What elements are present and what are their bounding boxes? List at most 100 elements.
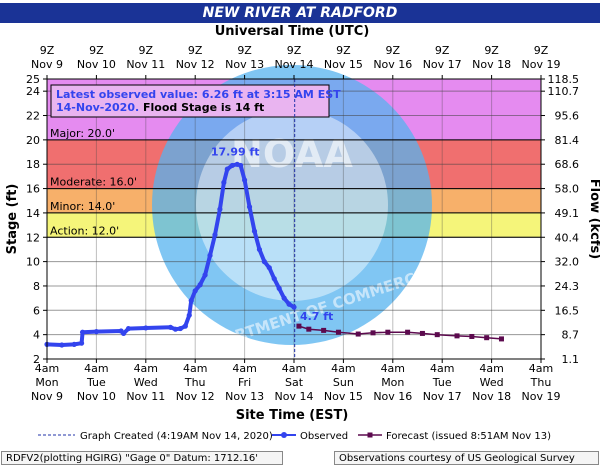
observed-point (291, 304, 297, 310)
utc-tick-day: Nov 16 (373, 58, 412, 71)
est-tick-dow: Sat (285, 376, 304, 389)
est-tick-hour: 4am (430, 362, 454, 375)
flow-tick-label: 81.4 (555, 134, 580, 147)
utc-tick-day: Nov 17 (423, 58, 462, 71)
observed-point (167, 324, 174, 330)
legend-observed-label: Observed (300, 431, 348, 442)
datum-info: RDFV2(plotting HGIRG) "Gage 0" Datum: 17… (1, 451, 283, 465)
est-tick-day: Nov 14 (275, 390, 314, 403)
utc-tick-hour: 9Z (386, 44, 401, 57)
stage-tick-label: 14 (26, 207, 40, 220)
observed-point (182, 323, 188, 329)
observed-point (143, 325, 149, 331)
legend-forecast-label: Forecast (issued 8:51AM Nov 13) (386, 431, 551, 442)
stage-tick-label: 4 (33, 329, 40, 342)
legend-forecast-marker (367, 432, 373, 438)
utc-tick-day: Nov 13 (225, 58, 264, 71)
title-bar (0, 3, 600, 23)
est-tick-hour: 4am (529, 362, 553, 375)
stage-tick-label: 18 (26, 158, 40, 171)
forecast-point (405, 329, 411, 335)
flow-tick-label: 16.5 (555, 304, 580, 317)
observed-point (238, 162, 244, 169)
forecast-point (370, 330, 376, 336)
est-tick-day: Nov 15 (324, 390, 363, 403)
observed-point (197, 282, 203, 288)
observed-point (224, 166, 230, 172)
forecast-start-label: 4.7 ft (300, 310, 333, 323)
info-date: 14-Nov-2020. (56, 101, 139, 114)
est-tick-dow: Tue (86, 376, 106, 389)
est-tick-day: Nov 13 (225, 390, 264, 403)
flow-tick-label: 1.1 (562, 353, 580, 366)
observed-point (78, 340, 85, 346)
utc-tick-day: Nov 10 (77, 58, 116, 71)
utc-tick-day: Nov 11 (126, 58, 165, 71)
est-tick-day: Nov 19 (522, 390, 561, 403)
observed-point (202, 272, 208, 278)
forecast-point (419, 330, 425, 336)
flow-tick-label: 40.4 (555, 231, 580, 244)
forecast-point (355, 331, 361, 337)
est-tick-hour: 4am (381, 362, 405, 375)
forecast-point (498, 336, 504, 342)
forecast-point (385, 329, 391, 335)
observed-point (172, 326, 179, 332)
utc-tick-hour: 9Z (287, 44, 302, 57)
est-tick-hour: 4am (35, 362, 59, 375)
est-tick-hour: 4am (479, 362, 503, 375)
forecast-point (484, 335, 490, 341)
stage-tick-label: 16 (26, 183, 40, 196)
left-axis-title: Stage (ft) (5, 184, 20, 255)
est-tick-hour: 4am (134, 362, 158, 375)
utc-tick-day: Nov 15 (324, 58, 363, 71)
stage-tick-label: 20 (26, 134, 40, 147)
crest-label: 17.99 ft (211, 145, 260, 158)
stage-tick-label: 6 (33, 304, 40, 317)
observed-point (281, 295, 287, 301)
stage-tick-label: 25 (26, 73, 40, 86)
flow-tick-label: 49.1 (555, 207, 580, 220)
utc-tick-day: Nov 14 (275, 58, 314, 71)
observed-point (71, 341, 77, 347)
observed-point (212, 232, 218, 238)
data-credit: Observations courtesy of US Geological S… (334, 451, 599, 465)
threshold-label-major: Major: 20.0' (50, 127, 115, 140)
est-tick-dow: Mon (381, 376, 404, 389)
observed-point (261, 259, 267, 265)
threshold-label-minor: Minor: 14.0' (50, 200, 115, 213)
observed-point (192, 288, 198, 294)
est-tick-day: Nov 9 (31, 390, 63, 403)
est-tick-day: Nov 11 (126, 390, 165, 403)
est-tick-dow: Fri (238, 376, 251, 389)
flow-tick-label: 68.6 (555, 158, 580, 171)
legend-created-label: Graph Created (4:19AM Nov 14, 2020) (80, 431, 273, 442)
observed-point (229, 162, 235, 169)
flow-tick-label: 32.0 (555, 256, 580, 269)
est-tick-dow: Thu (530, 376, 552, 389)
est-tick-dow: Thu (184, 376, 206, 389)
utc-tick-hour: 9Z (484, 44, 499, 57)
observed-point (186, 312, 192, 318)
stage-tick-label: 8 (33, 280, 40, 293)
est-tick-day: Nov 10 (77, 390, 116, 403)
observed-point (207, 252, 213, 259)
utc-tick-day: Nov 18 (472, 58, 511, 71)
utc-tick-day: Nov 9 (31, 58, 63, 71)
observed-point (93, 329, 99, 335)
est-tick-hour: 4am (84, 362, 108, 375)
stage-tick-label: 10 (26, 256, 40, 269)
noaa-watermark-text: NOAA (231, 132, 353, 176)
observed-point (188, 297, 194, 304)
est-tick-dow: Wed (134, 376, 158, 389)
utc-tick-hour: 9Z (89, 44, 104, 57)
utc-tick-hour: 9Z (139, 44, 154, 57)
observed-point (246, 204, 253, 210)
observed-point (242, 177, 248, 183)
forecast-point (321, 327, 327, 333)
observed-point (251, 228, 258, 234)
utc-tick-hour: 9Z (534, 44, 549, 57)
est-tick-dow: Tue (432, 376, 452, 389)
forecast-point (454, 333, 460, 339)
